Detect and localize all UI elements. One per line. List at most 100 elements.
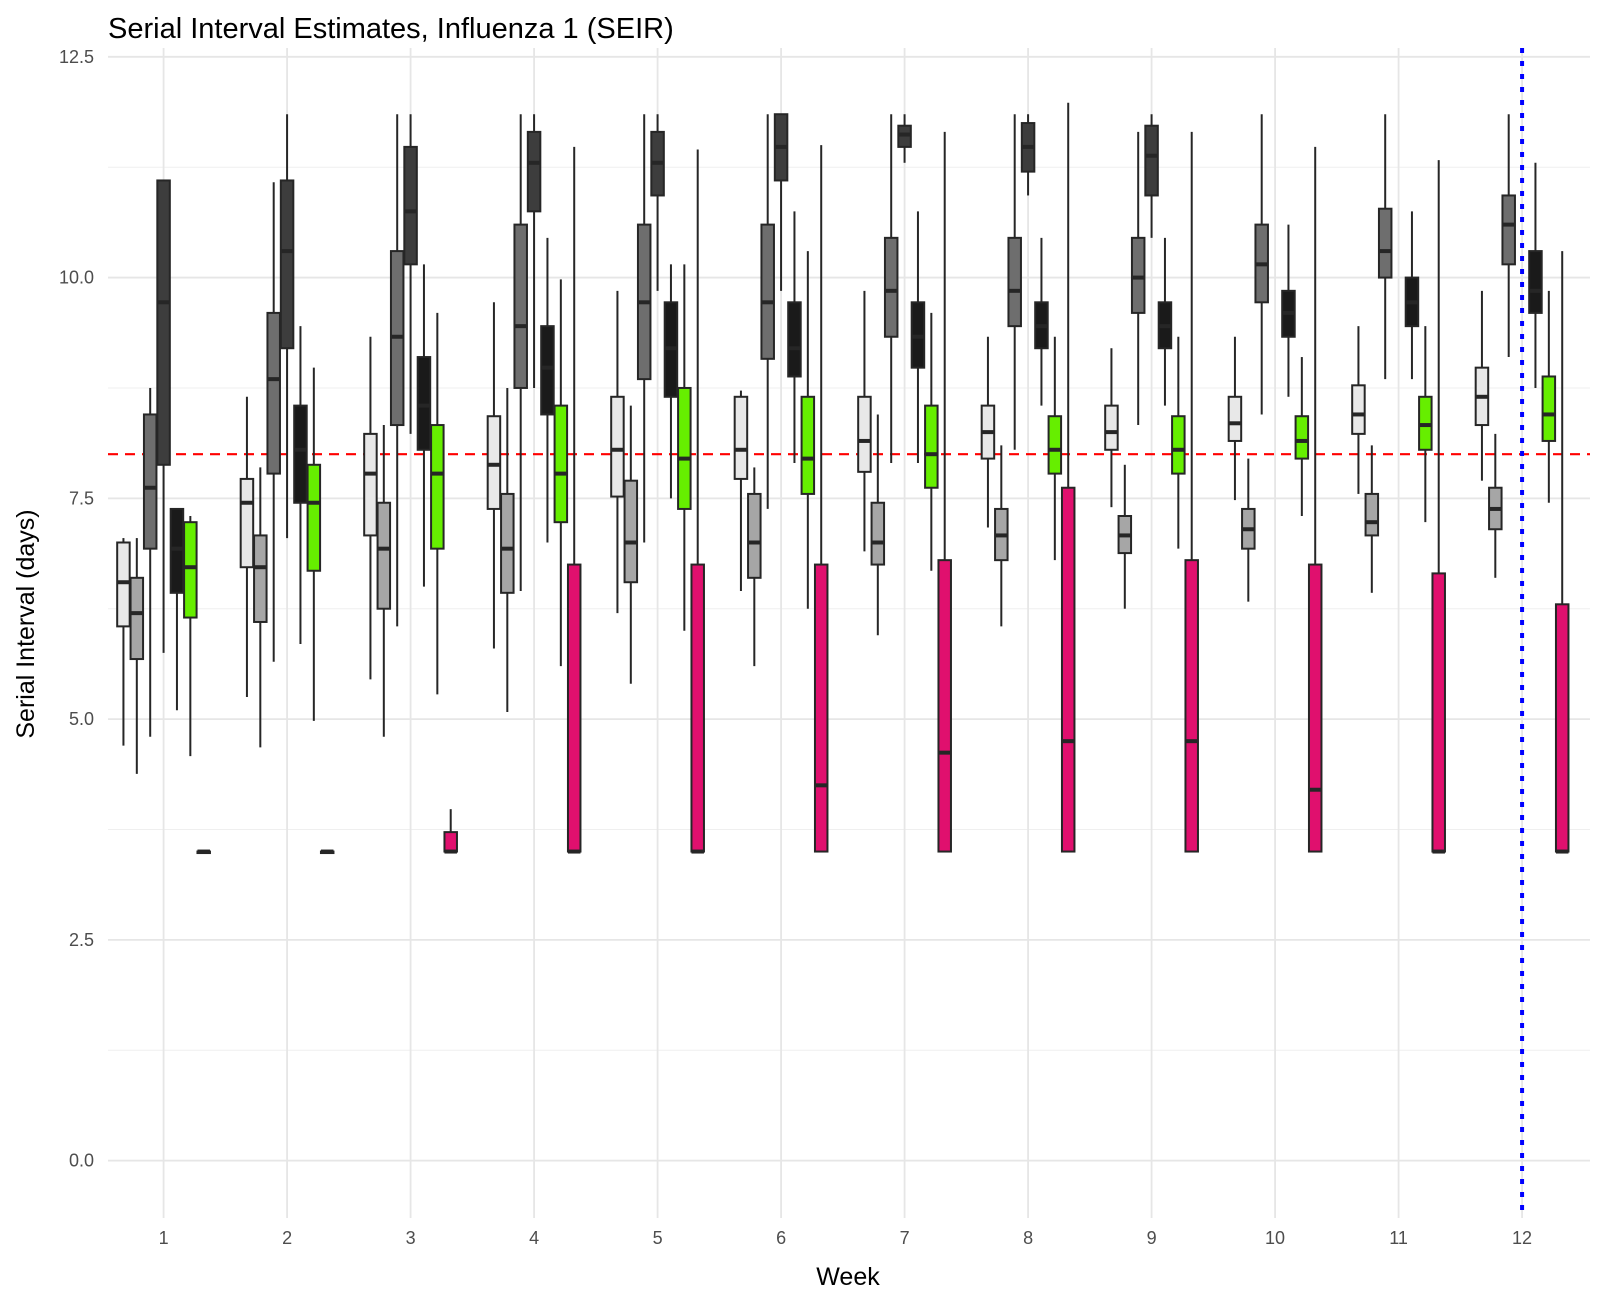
box-week-6	[787, 211, 802, 464]
box-body	[566, 563, 582, 853]
box-body	[306, 463, 322, 572]
box-week-1	[169, 507, 185, 711]
x-tick-label: 4	[529, 1228, 539, 1248]
box-week-2	[319, 849, 335, 855]
box-week-9	[1184, 131, 1199, 853]
box-week-4	[553, 279, 569, 667]
box-week-6	[733, 390, 749, 592]
box-week-2	[306, 367, 322, 721]
box-body	[253, 534, 268, 623]
box-week-4	[526, 114, 542, 388]
box-body	[883, 236, 899, 338]
box-week-1	[156, 179, 171, 653]
box-week-8	[994, 445, 1009, 627]
box-week-7	[924, 312, 939, 571]
grid	[108, 48, 1590, 1218]
box-body	[733, 395, 749, 480]
box-week-7	[857, 290, 872, 552]
box-body	[116, 541, 131, 628]
box-body	[1351, 384, 1366, 435]
x-axis-title: Week	[816, 1263, 880, 1291]
box-body	[760, 223, 775, 360]
box-week-3	[403, 114, 418, 434]
box-week-3	[443, 809, 458, 854]
box-body	[553, 404, 569, 524]
box-week-3	[430, 312, 445, 695]
box-week-2	[279, 114, 295, 539]
box-week-1	[129, 538, 145, 774]
box-week-6	[760, 114, 775, 509]
box-body	[486, 415, 502, 510]
box-body	[857, 395, 872, 473]
y-tick-label: 7.5	[69, 488, 94, 508]
box-body	[430, 424, 445, 550]
y-tick-label: 2.5	[69, 930, 94, 950]
box-body	[1047, 415, 1063, 475]
box-week-9	[1104, 348, 1119, 508]
box-week-2	[266, 182, 281, 662]
box-week-9	[1130, 131, 1146, 426]
box-week-11	[1364, 445, 1380, 593]
x-axis-ticks: 1 2 3 4 5 6 7 8 9 10 11 12	[159, 1228, 1533, 1248]
box-week-10	[1307, 146, 1323, 853]
box-week-10	[1294, 357, 1310, 516]
box-week-2	[293, 326, 308, 645]
box-week-12	[1554, 251, 1570, 854]
box-body	[142, 413, 158, 550]
box-body	[266, 311, 281, 475]
box-week-12	[1541, 290, 1557, 503]
box-week-5	[663, 264, 679, 499]
box-week-10	[1241, 458, 1256, 602]
box-week-7	[883, 114, 899, 464]
box-week-6	[773, 113, 789, 291]
box-body	[1184, 559, 1199, 853]
box-week-5	[636, 114, 652, 543]
x-tick-label: 12	[1512, 1228, 1532, 1248]
x-tick-label: 7	[900, 1228, 910, 1248]
x-tick-label: 3	[406, 1228, 416, 1248]
x-tick-label: 11	[1389, 1228, 1408, 1248]
box-week-9	[1144, 114, 1159, 238]
box-week-9	[1157, 237, 1173, 406]
box-body	[870, 501, 886, 566]
box-body	[623, 479, 639, 584]
box-week-5	[623, 405, 639, 684]
box-week-12	[1501, 114, 1516, 358]
box-week-6	[747, 467, 762, 667]
box-body	[513, 223, 528, 389]
box-week-8	[1034, 237, 1049, 406]
box-week-4	[566, 146, 582, 854]
box-week-11	[1418, 326, 1433, 523]
x-tick-label: 5	[653, 1228, 663, 1248]
box-body	[1501, 194, 1516, 266]
boxes	[116, 102, 1570, 855]
box-body	[169, 507, 185, 594]
box-week-4	[513, 114, 528, 592]
box-body	[1294, 415, 1310, 460]
box-body	[1104, 404, 1119, 451]
box-body	[1554, 603, 1570, 853]
box-week-3	[376, 425, 392, 737]
box-week-8	[1007, 114, 1022, 450]
box-body	[1130, 236, 1146, 314]
box-week-10	[1254, 114, 1269, 415]
box-body	[690, 563, 705, 853]
box-body	[787, 301, 802, 378]
box-body	[1541, 375, 1557, 442]
x-tick-label: 6	[776, 1228, 786, 1248]
x-tick-label: 10	[1265, 1228, 1285, 1248]
box-week-6	[800, 251, 816, 609]
box-week-1	[142, 387, 158, 737]
box-body	[540, 325, 555, 416]
y-tick-label: 10.0	[59, 268, 94, 288]
box-body	[363, 432, 378, 537]
box-body	[293, 404, 308, 504]
box-week-12	[1528, 162, 1543, 388]
box-body	[1171, 415, 1186, 475]
box-week-5	[677, 264, 692, 631]
box-body	[376, 501, 392, 610]
box-body	[403, 145, 418, 266]
box-body	[279, 179, 295, 350]
box-week-7	[870, 414, 886, 636]
box-body	[129, 576, 145, 661]
